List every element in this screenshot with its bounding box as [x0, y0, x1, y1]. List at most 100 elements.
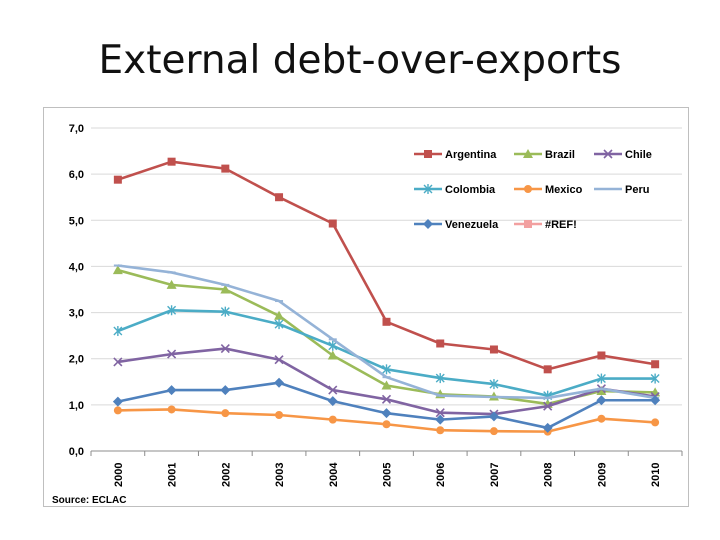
point-marker	[328, 340, 338, 351]
point-marker	[220, 284, 231, 294]
point-marker	[113, 357, 123, 367]
point-marker	[274, 319, 284, 330]
point-marker	[523, 149, 533, 158]
point-marker	[167, 305, 177, 316]
slide-title: External debt-over-exports	[98, 38, 622, 83]
point-marker	[650, 373, 660, 384]
point-marker	[113, 326, 123, 337]
point-marker	[167, 405, 176, 414]
legend-label: Venezuela	[445, 219, 499, 231]
y-tick-label: 5,0	[69, 215, 84, 227]
legend-layer: Argentina Brazil Chile Colombia Mexico Peru Ve…	[414, 149, 652, 231]
point-marker	[167, 157, 176, 166]
point-marker	[274, 355, 284, 365]
point-marker	[543, 365, 552, 374]
point-marker	[220, 385, 231, 396]
point-marker	[328, 219, 337, 228]
legend-label: Chile	[625, 149, 652, 161]
point-marker	[542, 422, 553, 433]
point-marker	[328, 385, 338, 395]
legend-label: #REF!	[545, 219, 577, 231]
x-tick-label: 2006	[435, 463, 447, 487]
y-tick-label: 6,0	[69, 169, 84, 181]
point-marker	[651, 360, 660, 369]
legend-item-peru: Peru	[594, 184, 649, 196]
y-tick-label: 0,0	[69, 446, 84, 458]
point-marker	[423, 184, 433, 194]
point-marker	[489, 427, 498, 436]
legend-label: Argentina	[445, 149, 497, 161]
grid-layer	[91, 127, 682, 406]
point-marker	[489, 345, 498, 354]
point-marker	[167, 349, 177, 359]
point-marker	[543, 401, 553, 411]
x-tick-label: 2009	[596, 463, 608, 487]
point-marker	[327, 396, 338, 407]
point-marker	[112, 396, 123, 407]
point-marker	[112, 265, 123, 275]
axis-layer: 0,0 1,0 2,0 3,0 4,0 5,0 6,0 7,0 2000 2001 2002 2003…	[69, 123, 683, 487]
legend-item-colombia: Colombia	[414, 184, 496, 196]
point-marker	[113, 406, 122, 415]
series-chile	[113, 343, 660, 419]
point-marker	[597, 351, 606, 360]
legend-label: Peru	[625, 184, 649, 196]
point-marker	[524, 185, 532, 193]
point-marker	[166, 279, 177, 289]
point-marker	[435, 373, 445, 384]
point-marker	[275, 411, 284, 420]
series-peru	[113, 264, 660, 400]
legend-item-chile: Chile	[594, 149, 652, 161]
source-note: Source: ECLAC	[52, 495, 126, 506]
point-marker	[603, 149, 613, 159]
x-tick-label: 2007	[489, 463, 501, 487]
point-marker	[220, 306, 230, 317]
point-marker	[650, 395, 661, 406]
point-marker	[489, 379, 499, 390]
y-tick-label: 1,0	[69, 400, 84, 412]
y-tick-label: 7,0	[69, 123, 84, 135]
line-chart: 0,0 1,0 2,0 3,0 4,0 5,0 6,0 7,0 2000 2001 2002 2003…	[52, 123, 683, 506]
point-marker	[596, 395, 607, 406]
point-marker	[220, 343, 230, 354]
legend-label: Colombia	[445, 184, 496, 196]
legend-item-argentina: Argentina	[414, 149, 497, 161]
legend-label: Brazil	[545, 149, 575, 161]
point-marker	[436, 426, 445, 435]
point-marker	[275, 193, 284, 202]
point-marker	[488, 411, 499, 422]
legend-item-venezuela: Venezuela	[414, 219, 499, 231]
point-marker	[381, 408, 392, 419]
x-tick-label: 2000	[113, 463, 125, 487]
point-marker	[436, 339, 445, 348]
x-tick-label: 2001	[167, 463, 179, 487]
x-tick-label: 2008	[543, 463, 555, 487]
point-marker	[651, 418, 660, 427]
point-marker	[435, 414, 446, 425]
point-marker	[382, 364, 391, 375]
x-tick-label: 2002	[220, 463, 232, 487]
series-venezuela	[112, 377, 661, 433]
legend-item-brazil: Brazil	[514, 149, 575, 161]
point-marker	[113, 175, 122, 184]
point-marker	[166, 385, 177, 396]
point-marker	[381, 394, 392, 404]
legend-item-mexico: Mexico	[514, 184, 583, 196]
x-tick-label: 2003	[274, 463, 286, 487]
point-marker	[382, 420, 391, 429]
point-marker	[327, 350, 338, 360]
series-layer	[112, 157, 661, 436]
point-marker	[423, 219, 433, 229]
legend-label: Mexico	[545, 184, 583, 196]
legend-item-ref: #REF!	[514, 219, 577, 231]
x-tick-label: 2010	[650, 463, 662, 487]
point-marker	[274, 377, 285, 388]
point-marker	[221, 409, 230, 418]
point-marker	[424, 150, 432, 158]
x-tick-label: 2004	[328, 462, 340, 487]
point-marker	[328, 415, 337, 424]
point-marker	[524, 220, 532, 228]
point-marker	[274, 310, 285, 320]
point-marker	[435, 408, 445, 418]
series-mexico	[113, 405, 660, 436]
